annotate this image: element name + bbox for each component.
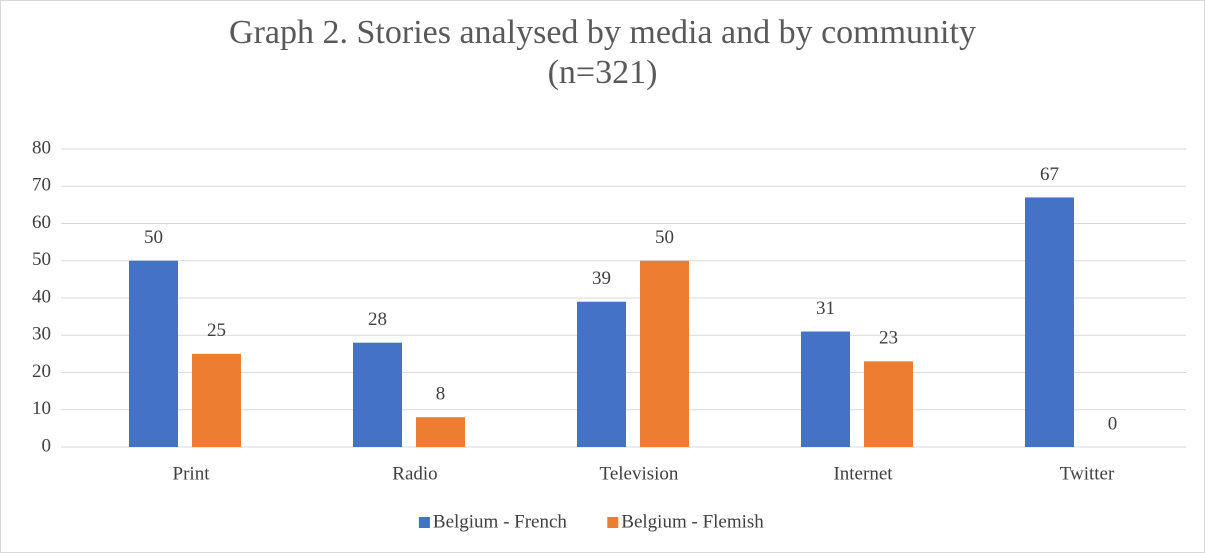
y-tick-label: 70 [32,175,51,196]
x-tick-label: Internet [833,463,893,484]
y-tick-label: 80 [32,137,51,158]
bar [416,417,465,447]
bar [864,361,913,447]
bar [1025,197,1074,447]
data-label: 67 [1040,164,1059,185]
x-tick-label: Print [173,463,211,484]
data-label: 31 [816,298,835,319]
x-tick-label: Television [600,463,679,484]
data-label: 8 [436,384,446,405]
y-tick-label: 0 [42,435,52,456]
data-label: 0 [1108,413,1118,434]
bar [353,342,402,447]
data-label: 50 [144,227,163,248]
legend-label: Belgium - French [433,511,568,532]
y-tick-label: 30 [32,324,51,345]
bar [577,301,626,447]
chart-title: Graph 2. Stories analysed by media and b… [229,14,976,91]
y-tick-label: 40 [32,286,51,307]
bar [640,260,689,447]
bar [801,331,850,447]
legend-label: Belgium - Flemish [621,511,764,532]
data-label: 23 [879,328,898,349]
x-tick-label: Twitter [1060,463,1115,484]
y-tick-label: 50 [32,249,51,270]
data-label: 39 [592,268,611,289]
data-label: 25 [207,320,226,341]
data-label: 28 [368,309,387,330]
data-label: 50 [655,227,674,248]
x-tick-label: Radio [392,463,437,484]
y-tick-label: 60 [32,212,51,233]
legend-swatch [607,517,619,528]
bar [192,353,241,447]
bar [129,260,178,447]
y-tick-label: 10 [32,398,51,419]
y-tick-label: 20 [32,361,51,382]
legend-swatch [418,517,430,528]
